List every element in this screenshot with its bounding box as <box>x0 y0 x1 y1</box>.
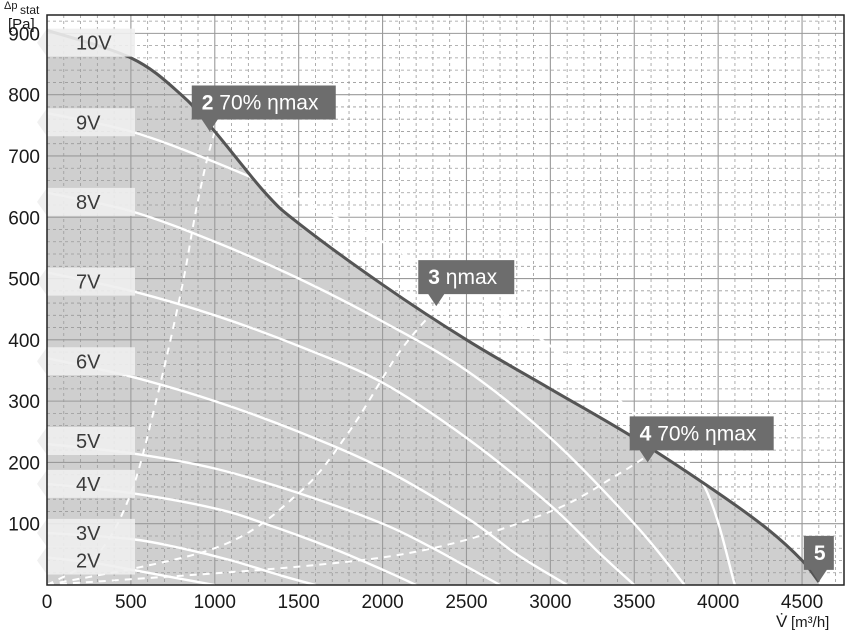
efficiency-line-3 <box>47 452 652 585</box>
svg-text:3V: 3V <box>76 523 101 545</box>
y-tick-label: 100 <box>8 515 40 536</box>
x-tick-label: 1500 <box>278 592 320 613</box>
voltage-label-8V: 8V <box>37 187 135 216</box>
operating-point-callout-3: 3 ηmax <box>418 260 515 307</box>
svg-text:6V: 6V <box>76 351 101 373</box>
callout-number: 4 <box>640 422 652 445</box>
x-tick-label: 3000 <box>529 592 571 613</box>
svg-text:9V: 9V <box>76 112 101 134</box>
callout-label: 70% ηmax <box>651 422 757 445</box>
y-tick-label: 700 <box>8 147 40 168</box>
callout-label: ηmax <box>440 266 498 289</box>
x-tick-label: 3500 <box>613 592 655 613</box>
callout-number: 3 <box>428 266 440 289</box>
svg-text:5V: 5V <box>76 431 101 453</box>
svg-text:5: 5 <box>814 542 826 565</box>
x-tick-label: 1000 <box>194 592 236 613</box>
y-axis-symbol: Δp <box>4 0 17 12</box>
x-tick-label: 2000 <box>361 592 403 613</box>
speed-curve-6V <box>47 357 568 585</box>
x-axis-symbol: V̇ <box>776 612 788 630</box>
callout-number: 2 <box>202 91 214 114</box>
svg-text:2 70% ηmax: 2 70% ηmax <box>202 91 319 114</box>
voltage-label-6V: 6V <box>37 347 135 376</box>
svg-text:stat: stat <box>20 3 40 17</box>
callout-number: 5 <box>814 542 826 565</box>
svg-text:Δp: Δp <box>4 0 17 12</box>
y-tick-label: 300 <box>8 392 40 413</box>
operating-point-callout-4: 4 70% ηmax <box>629 416 774 463</box>
svg-text:8V: 8V <box>76 192 101 214</box>
y-tick-label: 900 <box>8 24 40 45</box>
svg-text:4 70% ηmax: 4 70% ηmax <box>640 422 757 445</box>
efficiency-line-1 <box>47 131 216 585</box>
callout-label: 70% ηmax <box>213 91 319 114</box>
efficiency-line-2 <box>47 302 443 585</box>
operating-point-callout-5: 5 <box>803 535 834 582</box>
x-tick-label: 0 <box>42 592 53 613</box>
x-tick-label: 4000 <box>697 592 739 613</box>
operating-range-area <box>47 30 819 585</box>
y-axis-title: Δp stat [Pa] <box>4 0 40 33</box>
y-axis-unit: [Pa] <box>8 16 35 33</box>
voltage-label-4V: 4V <box>37 469 135 498</box>
voltage-label-7V: 7V <box>37 267 135 296</box>
max-speed-curve <box>47 28 820 583</box>
voltage-label-2V: 2V <box>37 546 135 575</box>
speed-curve-8V <box>47 191 686 585</box>
y-axis-subscript: stat <box>20 3 40 17</box>
speed-curve-7V <box>47 271 636 585</box>
svg-text:4V: 4V <box>76 474 101 496</box>
svg-text:2V: 2V <box>76 550 101 572</box>
operating-point-callout-2: 2 70% ηmax <box>191 85 336 132</box>
voltage-label-9V: 9V <box>37 108 135 137</box>
y-tick-label: 800 <box>8 86 40 107</box>
voltage-label-5V: 5V <box>37 426 135 455</box>
plot-frame <box>46 14 845 586</box>
x-tick-label: 500 <box>115 592 147 613</box>
y-tick-label: 400 <box>8 331 40 352</box>
svg-text:10V: 10V <box>76 33 112 55</box>
y-tick-label: 200 <box>8 453 40 474</box>
x-axis-unit: [m³/h] <box>791 614 829 630</box>
svg-text:7V: 7V <box>76 272 101 294</box>
x-tick-label: 2500 <box>445 592 487 613</box>
y-tick-label: 500 <box>8 270 40 291</box>
y-tick-label: 600 <box>8 208 40 229</box>
svg-text:3 ηmax: 3 ηmax <box>428 266 497 289</box>
voltage-label-3V: 3V <box>37 518 135 547</box>
x-axis-title: V̇ [m³/h] <box>776 612 829 630</box>
x-tick-label: 4500 <box>781 592 823 613</box>
voltage-label-10V: 10V <box>37 28 135 57</box>
